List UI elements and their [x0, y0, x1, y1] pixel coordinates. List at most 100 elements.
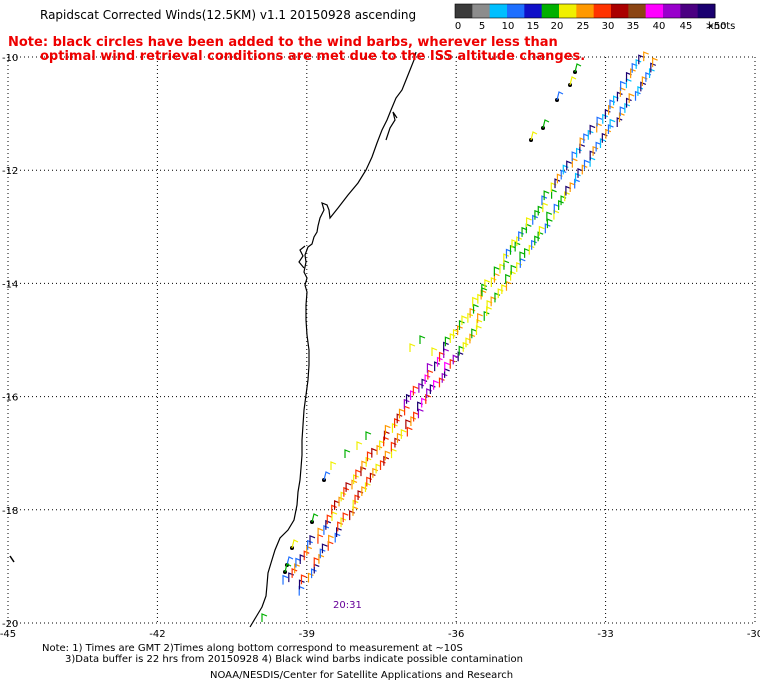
- wind-barb: [383, 430, 390, 441]
- wind-barb: [602, 113, 608, 124]
- wind-barb: [365, 456, 372, 467]
- pass-time-label: 20:31: [333, 600, 362, 611]
- colorbar-swatch: [576, 4, 595, 18]
- colorbar-swatch: [507, 4, 525, 18]
- latitude-tick-label: -20: [2, 619, 18, 630]
- wind-barb: [534, 209, 541, 220]
- colorbar-label: 0: [454, 21, 462, 32]
- latitude-tick-label: -18: [2, 506, 18, 517]
- wind-barb: [631, 62, 638, 73]
- wind-barb: [521, 226, 528, 237]
- wind-barb: [630, 68, 636, 79]
- wind-barb: [321, 543, 328, 554]
- wind-barb: [449, 333, 456, 344]
- wind-barb: [396, 413, 403, 424]
- wind-barb: [480, 289, 487, 300]
- wind-barb: [384, 424, 391, 435]
- wind-barb: [532, 214, 538, 225]
- wind-barb: [604, 109, 611, 120]
- wind-barb: [648, 68, 655, 78]
- wind-barb: [334, 532, 341, 543]
- wind-barb: [325, 519, 332, 530]
- wind-barb: [541, 195, 548, 206]
- wind-barb: [577, 168, 584, 178]
- wind-barb: [542, 202, 549, 213]
- colorbar-label: 20: [550, 21, 564, 32]
- wind-barb: [634, 90, 641, 101]
- wind-barb: [383, 436, 389, 447]
- wind-barb: [472, 296, 478, 307]
- colorbar-swatch: [559, 4, 577, 18]
- wind-barb: [390, 448, 397, 459]
- wind-barb: [554, 178, 561, 189]
- wind-barb: [307, 572, 314, 583]
- wind-barb: [524, 247, 530, 258]
- wind-barb: [505, 273, 511, 284]
- wind-barb: [583, 159, 590, 170]
- wind-barb: [620, 80, 626, 91]
- wind-barb: [444, 368, 450, 378]
- wind-barb: [469, 333, 476, 344]
- wind-barb: [318, 553, 325, 564]
- wind-barb: [421, 397, 427, 408]
- wind-barb: [528, 244, 535, 255]
- wind-barb: [9, 555, 15, 563]
- wind-barb: [419, 335, 426, 344]
- wind-barb: [326, 514, 333, 525]
- wind-barb: [458, 345, 465, 356]
- wind-barb: [596, 116, 603, 127]
- wind-barb: [511, 239, 518, 248]
- longitude-tick-label: -33: [597, 629, 613, 640]
- wind-barb: [469, 307, 476, 318]
- wind-barb: [635, 59, 642, 69]
- wind-barb: [438, 351, 445, 362]
- wind-barb: [569, 182, 576, 192]
- wind-barb: [303, 550, 310, 561]
- colorbar-swatch: [524, 4, 543, 18]
- flagged-wind-barb: [568, 76, 577, 87]
- wind-barb: [625, 71, 632, 82]
- flagged-wind-barb: [573, 63, 582, 74]
- wind-barb: [599, 138, 606, 148]
- wind-barb: [351, 479, 358, 490]
- wind-barb: [413, 411, 419, 422]
- wind-barb: [457, 325, 463, 336]
- product-title: Rapidscat Corrected Winds(12.5KM) v1.1 2…: [40, 8, 417, 22]
- wind-barb: [519, 257, 526, 268]
- wind-barb: [628, 93, 635, 103]
- wind-barb: [538, 225, 545, 236]
- colorbar-swatch: [472, 4, 491, 18]
- wind-barb: [410, 416, 417, 427]
- wind-barb: [376, 444, 383, 455]
- footer-credit: NOAA/NESDIS/Center for Satellite Applica…: [210, 670, 514, 681]
- wind-barb: [313, 563, 320, 574]
- colorbar-swatch: [455, 4, 473, 18]
- wind-barb: [589, 124, 596, 135]
- wind-barb: [444, 336, 451, 347]
- wind-barb: [452, 354, 459, 365]
- wind-barb: [417, 408, 424, 419]
- colorbar-label: 45: [679, 21, 693, 32]
- flagged-wind-barb: [541, 119, 550, 130]
- wind-barb: [300, 574, 307, 585]
- wind-barb: [425, 393, 432, 404]
- wind-barb: [505, 248, 512, 259]
- colorbar-swatch: [697, 4, 716, 18]
- wind-barb: [261, 613, 268, 622]
- wind-barb: [576, 147, 582, 158]
- longitude-tick-label: -39: [299, 629, 315, 640]
- wind-barb: [493, 272, 500, 283]
- longitude-tick-label: -36: [448, 629, 464, 640]
- longitude-tick-label: -30: [747, 629, 760, 640]
- colorbar-swatch: [663, 4, 681, 18]
- wind-barb: [486, 300, 493, 310]
- wind-barb: [497, 288, 504, 299]
- wind-barb: [431, 347, 438, 356]
- wind-barb: [531, 239, 537, 250]
- wind-barb: [417, 401, 423, 412]
- wind-barb: [558, 200, 564, 210]
- wind-barb: [509, 244, 516, 255]
- wind-barb: [571, 157, 578, 168]
- warning-note-line-1: Note: black circles have been added to t…: [8, 35, 558, 50]
- colorbar-swatch: [541, 4, 560, 18]
